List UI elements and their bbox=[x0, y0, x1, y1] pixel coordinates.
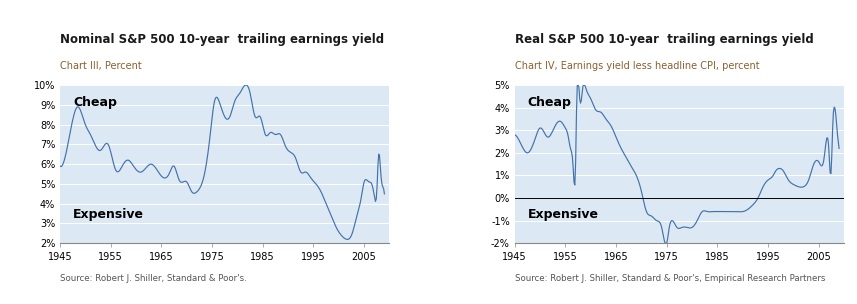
Text: Real S&P 500 10-year  trailing earnings yield: Real S&P 500 10-year trailing earnings y… bbox=[515, 33, 813, 46]
Text: Expensive: Expensive bbox=[528, 209, 599, 221]
Text: Expensive: Expensive bbox=[73, 209, 144, 221]
Text: Cheap: Cheap bbox=[73, 96, 117, 109]
Text: Cheap: Cheap bbox=[528, 96, 572, 109]
Text: Nominal S&P 500 10-year  trailing earnings yield: Nominal S&P 500 10-year trailing earning… bbox=[60, 33, 384, 46]
Text: Chart III, Percent: Chart III, Percent bbox=[60, 61, 141, 71]
Text: Source: Robert J. Shiller, Standard & Poor's, Empirical Research Partners: Source: Robert J. Shiller, Standard & Po… bbox=[515, 274, 825, 283]
Text: Source: Robert J. Shiller, Standard & Poor's.: Source: Robert J. Shiller, Standard & Po… bbox=[60, 274, 247, 283]
Text: Chart IV, Earnings yield less headline CPI, percent: Chart IV, Earnings yield less headline C… bbox=[515, 61, 759, 71]
